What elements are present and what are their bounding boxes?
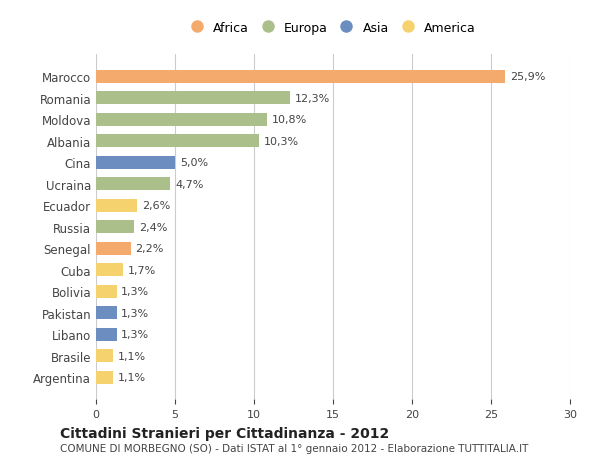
Text: 4,7%: 4,7% [175,179,203,189]
Bar [96,92,290,105]
Text: 10,3%: 10,3% [263,136,299,146]
Bar [96,113,266,127]
Bar [96,135,259,148]
Text: 1,7%: 1,7% [128,265,156,275]
Bar [96,71,505,84]
Text: 1,3%: 1,3% [121,330,149,339]
Bar [96,285,116,298]
Bar [96,263,123,276]
Text: Cittadini Stranieri per Cittadinanza - 2012: Cittadini Stranieri per Cittadinanza - 2… [60,426,389,440]
Text: 1,1%: 1,1% [118,351,146,361]
Text: 2,6%: 2,6% [142,201,170,211]
Bar [96,199,137,212]
Text: 25,9%: 25,9% [510,72,545,82]
Bar [96,178,170,191]
Bar [96,371,113,384]
Bar [96,242,131,255]
Bar [96,157,175,169]
Text: COMUNE DI MORBEGNO (SO) - Dati ISTAT al 1° gennaio 2012 - Elaborazione TUTTITALI: COMUNE DI MORBEGNO (SO) - Dati ISTAT al … [60,443,529,453]
Text: 2,2%: 2,2% [136,244,164,254]
Text: 1,3%: 1,3% [121,286,149,297]
Text: 5,0%: 5,0% [180,158,208,168]
Text: 12,3%: 12,3% [295,94,331,104]
Bar [96,307,116,319]
Text: 2,4%: 2,4% [139,222,167,232]
Text: 1,1%: 1,1% [118,372,146,382]
Bar [96,221,134,234]
Bar [96,328,116,341]
Text: 10,8%: 10,8% [271,115,307,125]
Text: 1,3%: 1,3% [121,308,149,318]
Legend: Africa, Europa, Asia, America: Africa, Europa, Asia, America [185,17,481,39]
Bar [96,349,113,362]
